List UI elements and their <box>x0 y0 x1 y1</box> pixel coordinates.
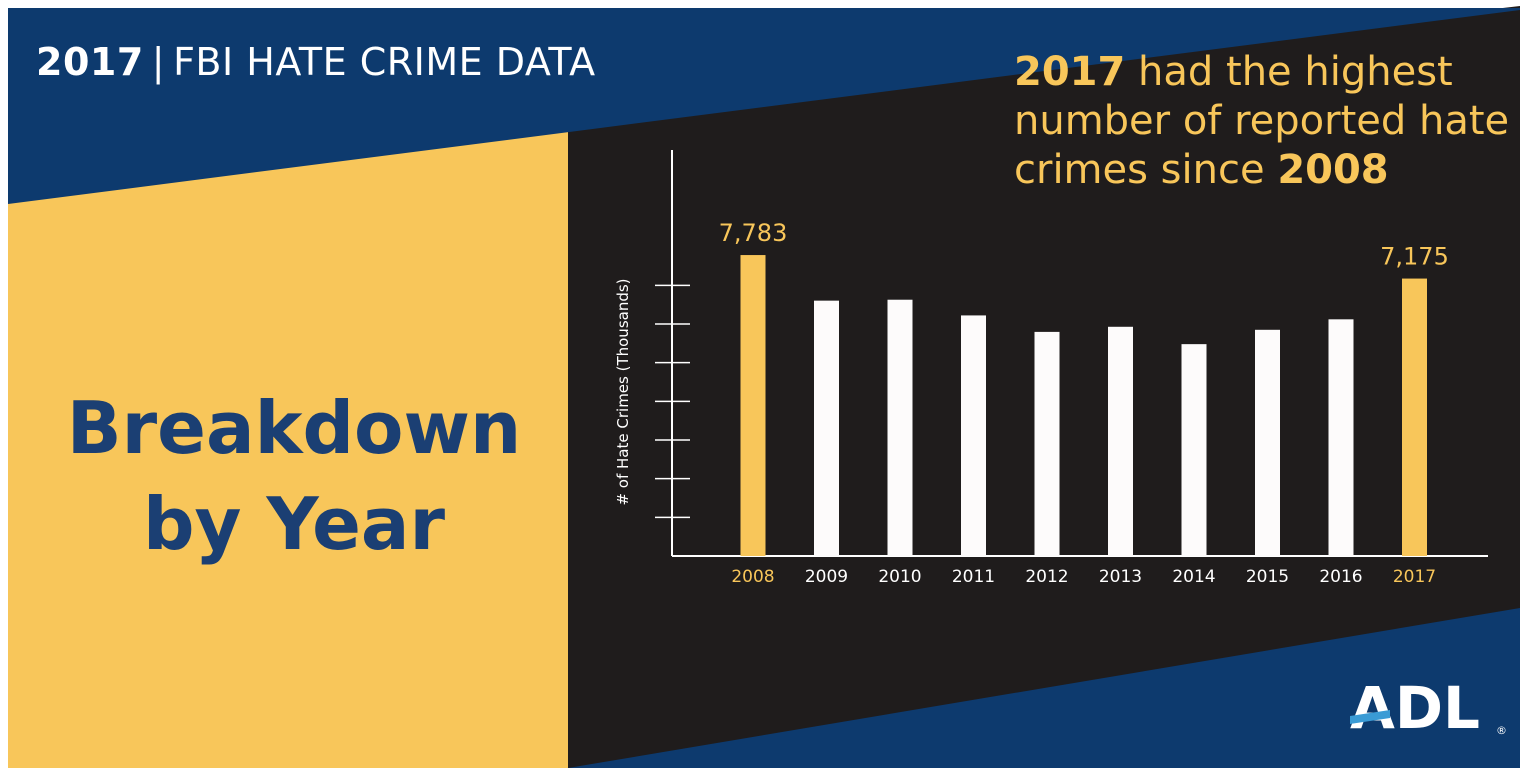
breakdown-line-2: by Year <box>143 482 445 566</box>
callout-line-3: crimes since 2008 <box>1014 146 1509 195</box>
bars <box>740 255 1427 557</box>
x-tick-label-2011: 2011 <box>952 567 995 587</box>
bar-2011 <box>961 315 986 556</box>
callout-text-1: had the highest <box>1125 49 1453 95</box>
data-label-2017: 7,175 <box>1380 243 1449 271</box>
callout-year: 2017 <box>1014 49 1126 95</box>
bar-2010 <box>887 299 913 556</box>
title-separator: | <box>151 40 166 84</box>
bar-2016 <box>1328 319 1354 556</box>
callout-line-1: 2017 had the highest <box>1014 48 1509 97</box>
bar-2014 <box>1181 344 1207 556</box>
bar-2009 <box>814 300 839 556</box>
x-tick-label-2009: 2009 <box>805 567 848 587</box>
x-tick-label-2014: 2014 <box>1172 567 1215 587</box>
callout-line-2: number of reported hate <box>1014 98 1510 144</box>
logo-registered-mark: ® <box>1496 724 1507 737</box>
callout-since-year: 2008 <box>1277 147 1389 193</box>
title-text: FBI HATE CRIME DATA <box>173 40 596 84</box>
x-tick-label-2008: 2008 <box>731 567 774 587</box>
bar-2012 <box>1034 331 1060 556</box>
x-tick-label-2010: 2010 <box>878 567 921 587</box>
bar-2017 <box>1402 278 1427 556</box>
x-tick-label-2015: 2015 <box>1246 567 1289 587</box>
x-tick-label-2016: 2016 <box>1319 567 1362 587</box>
x-tick-label-2013: 2013 <box>1099 567 1142 587</box>
callout-text-3: crimes since <box>1014 147 1278 193</box>
bar-2008 <box>740 255 766 557</box>
y-axis-ticks <box>655 284 690 519</box>
navy-bottom-band <box>568 608 1520 768</box>
bar-2013 <box>1108 326 1133 556</box>
page-title: 2017 | FBI HATE CRIME DATA <box>36 36 596 88</box>
data-labels: 7,783 7,175 <box>719 219 1449 271</box>
title-year: 2017 <box>36 40 144 84</box>
logo-stripe <box>1350 710 1390 724</box>
adl-logo: ADL ® <box>1350 674 1507 742</box>
data-label-2008: 7,783 <box>719 219 788 247</box>
x-tick-label-2012: 2012 <box>1025 567 1068 587</box>
x-tick-labels: 2008 2009 2010 2011 2012 2013 2014 2015 2016 2017 <box>731 567 1436 587</box>
logo-text: ADL <box>1350 674 1480 742</box>
bar-2015 <box>1255 329 1280 556</box>
breakdown-heading: Breakdown by Year <box>20 380 568 572</box>
breakdown-line-1: Breakdown <box>66 386 522 470</box>
navy-top-band <box>8 8 1520 204</box>
x-tick-label-2017: 2017 <box>1393 567 1436 587</box>
y-axis-label: # of Hate Crimes (Thousands) <box>614 278 632 505</box>
callout-text: 2017 had the highest number of reported … <box>1014 48 1509 195</box>
